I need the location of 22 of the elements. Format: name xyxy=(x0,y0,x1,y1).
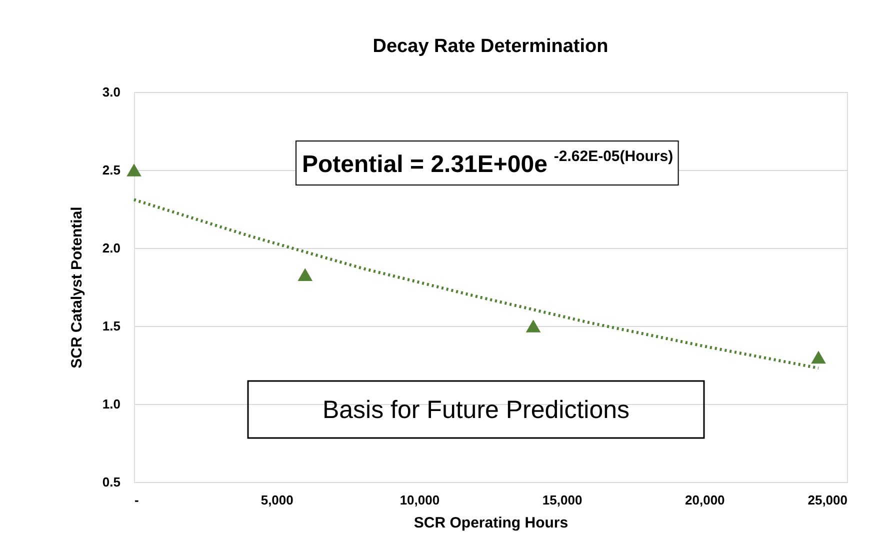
point xyxy=(811,350,826,364)
y-tick-label: 1.0 xyxy=(102,396,120,412)
annotation: Potential = 2.31E+00e-2.62E-05(Hours) xyxy=(302,148,674,178)
y-tick-label: 1.5 xyxy=(102,318,120,334)
annotation: Basis for Future Predictions xyxy=(322,396,630,424)
y-tick-label: 3.0 xyxy=(102,84,120,100)
x-tick-label: 25,000 xyxy=(808,492,848,508)
x-tick-label: 10,000 xyxy=(400,492,440,508)
chart-title: Decay Rate Determination xyxy=(372,36,608,57)
point xyxy=(526,320,541,332)
x-tick-label: - xyxy=(134,492,139,508)
y-tick-label: 2.0 xyxy=(102,240,120,256)
line-series xyxy=(132,198,820,370)
y-tick-label: 2.5 xyxy=(102,162,120,178)
y-axis-title: SCR Catalyst Potential xyxy=(68,206,86,368)
point xyxy=(298,268,313,281)
point xyxy=(126,164,142,176)
x-tick-label: 15,000 xyxy=(542,492,582,508)
x-axis-title: SCR Operating Hours xyxy=(414,514,568,532)
x-tick-label: 20,000 xyxy=(685,492,725,508)
x-tick-label: 5,000 xyxy=(260,492,294,508)
y-tick-label: 0.5 xyxy=(102,474,120,490)
